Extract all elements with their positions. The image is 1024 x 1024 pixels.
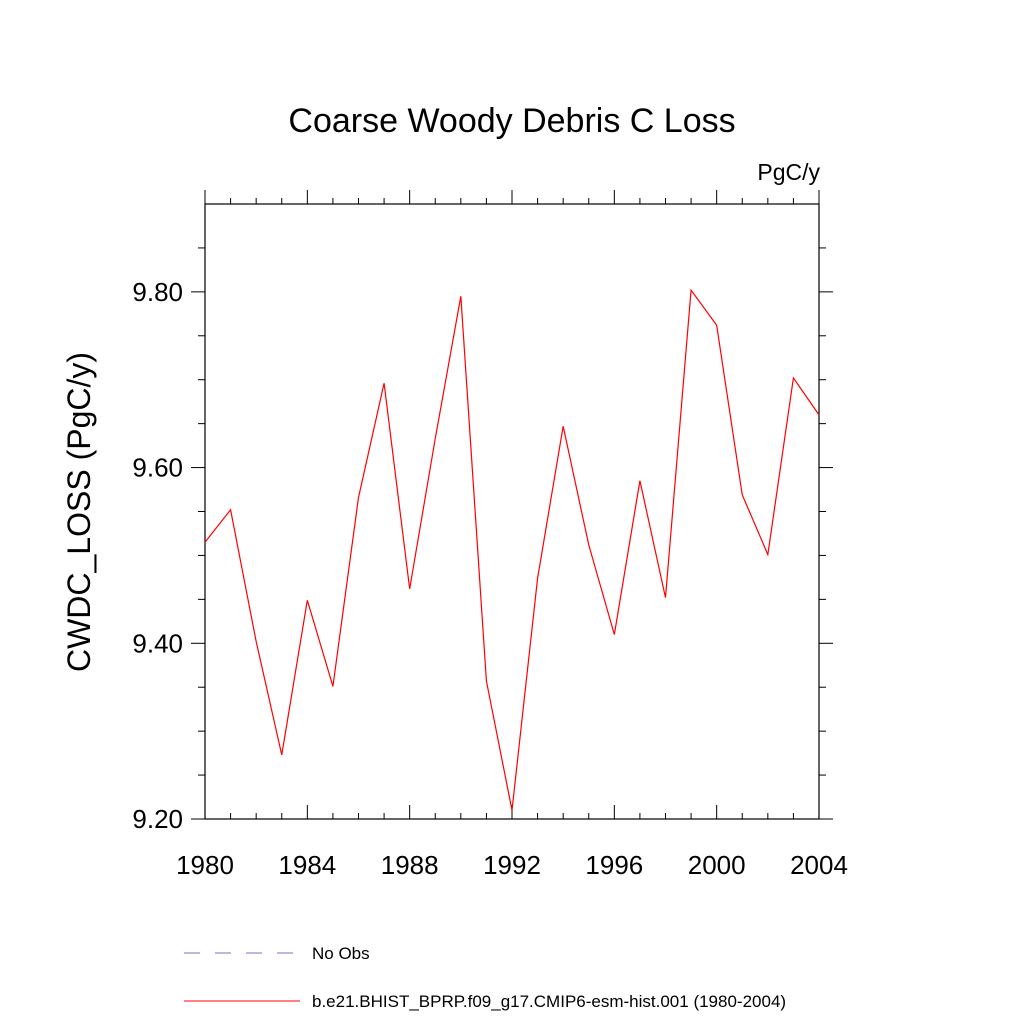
- data-point: [561, 424, 566, 429]
- data-point: [637, 478, 642, 483]
- y-tick-label: 9.40: [132, 628, 183, 658]
- x-tick-label: 1984: [278, 850, 336, 880]
- plot-frame: [204, 203, 820, 820]
- data-point: [330, 684, 335, 689]
- data-point: [433, 436, 438, 441]
- data-point: [484, 679, 489, 684]
- data-point: [714, 323, 719, 328]
- data-point: [254, 639, 259, 644]
- y-tick-label: 9.80: [132, 277, 183, 307]
- chart-title: Coarse Woody Debris C Loss: [288, 102, 735, 140]
- data-point: [382, 381, 387, 386]
- legend: No Obs b.e21.BHIST_BPRP.f09_g17.CMIP6-esm…: [184, 944, 786, 1011]
- data-point: [765, 552, 770, 557]
- data-point: [279, 752, 284, 757]
- data-point: [689, 288, 694, 293]
- data-point: [305, 598, 310, 603]
- legend-label: No Obs: [312, 944, 370, 963]
- units-label: PgC/y: [757, 159, 820, 185]
- x-tick-label: 1980: [176, 850, 234, 880]
- series-layer: [203, 288, 822, 813]
- series-line: [204, 288, 820, 811]
- data-point: [791, 375, 796, 380]
- data-point: [407, 586, 412, 591]
- data-point: [817, 412, 822, 417]
- data-point: [458, 294, 463, 299]
- data-point: [510, 808, 515, 813]
- data-point: [663, 595, 668, 600]
- data-point: [586, 542, 591, 547]
- data-point: [740, 492, 745, 497]
- x-tick-label: 1988: [381, 850, 439, 880]
- axis-ticks: 1980 1984 1988 1992 1996 2000 2004 9.20 9.40 9.60…: [132, 190, 848, 880]
- data-point: [356, 495, 361, 500]
- x-tick-label: 1992: [483, 850, 541, 880]
- y-tick-label: 9.60: [132, 453, 183, 483]
- data-point: [612, 632, 617, 637]
- data-point: [203, 540, 208, 545]
- y-tick-label: 9.20: [132, 804, 183, 834]
- x-tick-label: 2004: [790, 850, 848, 880]
- data-point: [228, 507, 233, 512]
- data-point: [535, 576, 540, 581]
- legend-label: b.e21.BHIST_BPRP.f09_g17.CMIP6-esm-hist.…: [312, 992, 786, 1011]
- x-tick-label: 1996: [585, 850, 643, 880]
- x-tick-label: 2000: [688, 850, 746, 880]
- y-axis-label: CWDC_LOSS (PgC/y): [61, 352, 97, 672]
